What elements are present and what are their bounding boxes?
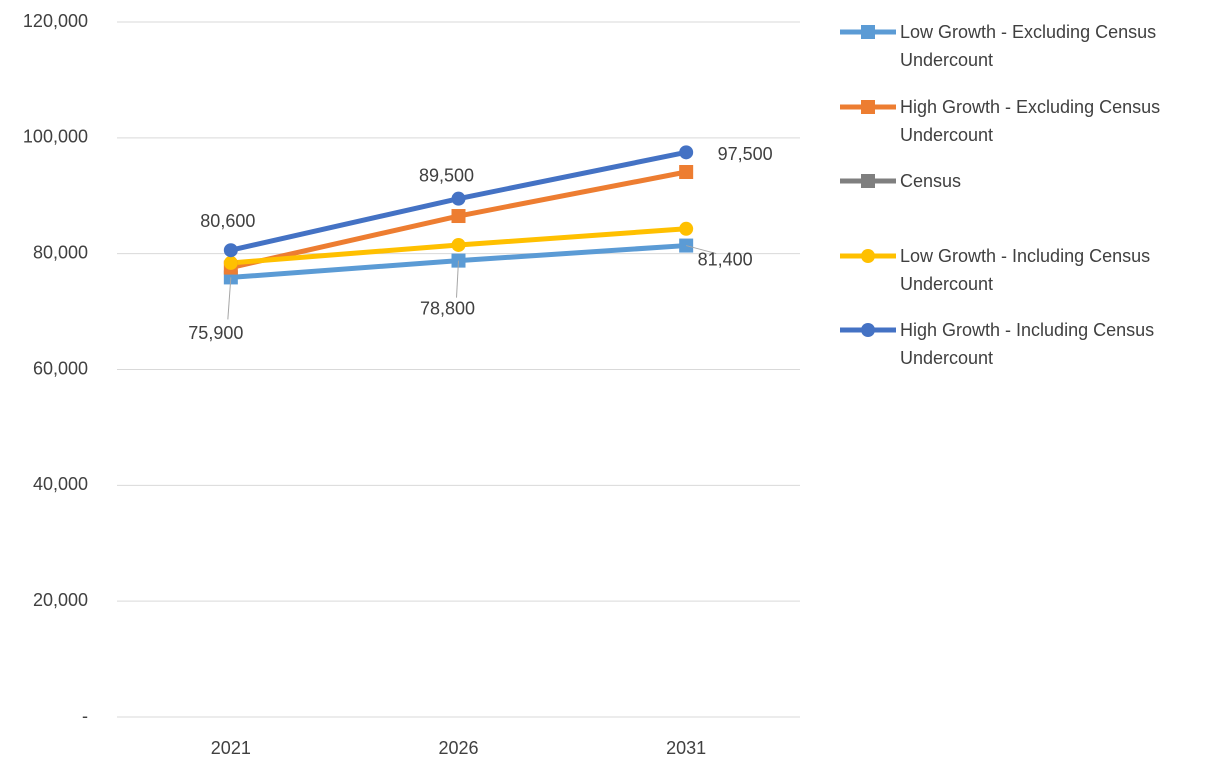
legend-item: Low Growth - Including Census Undercount: [840, 242, 1210, 312]
data-label: 75,900: [188, 323, 243, 343]
marker: [223, 255, 238, 270]
marker: [451, 237, 466, 252]
data-label: 97,500: [718, 144, 773, 164]
legend-marker: [861, 323, 875, 337]
leader-line: [686, 245, 717, 255]
y-tick-label: 120,000: [23, 11, 88, 31]
legend-label: Low Growth - Excluding Census Undercount: [900, 22, 1157, 70]
legend-marker: [861, 174, 875, 188]
data-label: 78,800: [420, 298, 475, 318]
x-tick-label: 2031: [666, 738, 706, 758]
legend-icon: [840, 323, 896, 337]
legend-icon: [840, 248, 896, 263]
legend-icon: [840, 25, 896, 39]
legend-item: Low Growth - Excluding Census Undercount: [840, 18, 1210, 88]
legend-item: Census: [840, 167, 1210, 237]
legend-item: High Growth - Excluding Census Undercoun…: [840, 93, 1210, 163]
marker: [679, 165, 694, 180]
legend-icon: [840, 99, 896, 114]
data-label: 80,600: [200, 211, 255, 231]
legend-marker: [861, 25, 875, 39]
leader-line: [227, 277, 232, 320]
marker: [223, 243, 238, 258]
legend-marker: [861, 99, 875, 114]
legend-label: High Growth - Including Census Undercoun…: [900, 320, 1155, 368]
legend-label: Census: [900, 171, 962, 191]
legend-marker: [861, 248, 875, 263]
chart: - 20,000 40,000 60,000 80,000 100,000 120,000 2…: [23, 11, 800, 758]
marker: [451, 191, 466, 206]
data-label: 81,400: [698, 249, 753, 269]
y-tick-label: 80,000: [33, 242, 88, 262]
marker: [679, 221, 694, 236]
legend-label: Low Growth - Including Census Undercount: [900, 245, 1151, 294]
x-tick-label: 2026: [438, 738, 478, 758]
leader-line: [456, 260, 459, 298]
y-tick-label: 100,000: [23, 127, 88, 147]
marker: [679, 145, 694, 160]
marker: [451, 209, 466, 224]
y-tick-label: 20,000: [33, 590, 88, 610]
y-tick-label: -: [82, 706, 88, 726]
x-tick-label: 2021: [211, 738, 251, 758]
legend-item: High Growth - Including Census Undercoun…: [840, 316, 1210, 386]
legend-icon: [840, 174, 896, 188]
data-label: 89,500: [419, 165, 474, 185]
legend-label: High Growth - Excluding Census Undercoun…: [900, 96, 1161, 145]
y-tick-label: 60,000: [33, 358, 88, 378]
y-tick-label: 40,000: [33, 474, 88, 494]
